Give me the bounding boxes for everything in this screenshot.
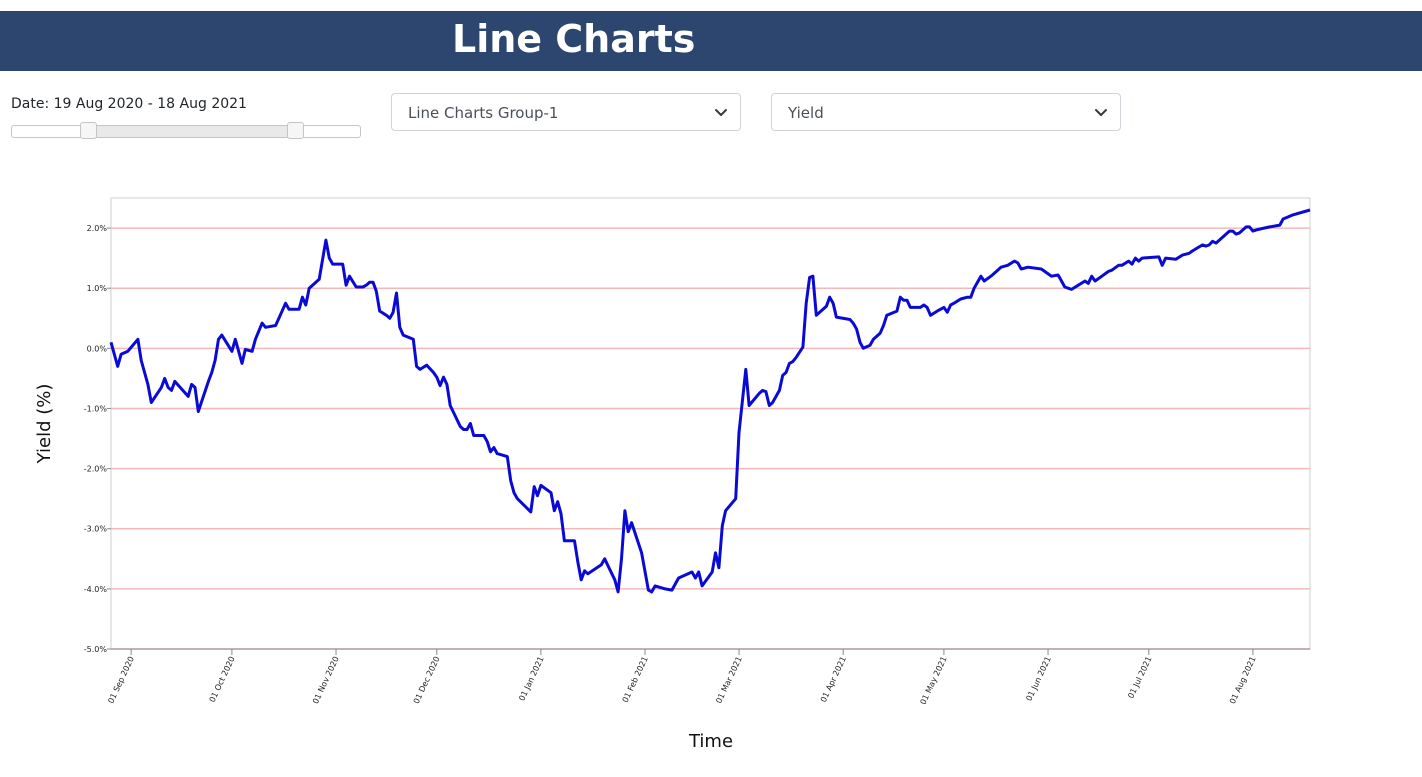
- x-tick-label: 01 Oct 2020: [208, 655, 237, 704]
- date-range-slider[interactable]: [11, 122, 361, 139]
- x-tick-label: 01 Feb 2021: [621, 655, 650, 704]
- y-tick-label: -3.0%: [84, 525, 108, 534]
- x-tick-label: 01 May 2021: [919, 655, 949, 706]
- y-tick-label: -4.0%: [84, 585, 108, 594]
- y-tick-label: 0.0%: [87, 344, 108, 353]
- chevron-down-icon: [715, 109, 727, 116]
- chart-group-select[interactable]: Line Charts Group-1: [391, 93, 741, 131]
- date-range-label: Date: 19 Aug 2020 - 18 Aug 2021: [11, 96, 247, 112]
- yield-series-line: [109, 208, 1311, 594]
- y-tick-label: -2.0%: [84, 465, 108, 474]
- plot-frame: [110, 197, 1311, 650]
- page-title: Line Charts: [452, 17, 696, 61]
- y-tick-label: -5.0%: [84, 645, 108, 654]
- y-axis-title: Yield (%): [34, 384, 55, 465]
- x-axis-title: Time: [688, 731, 733, 752]
- x-axis: 01 Sep 2020 01 Oct 2020 01 Nov 2020 01 Dec …: [106, 648, 1310, 706]
- metric-select[interactable]: Yield: [771, 93, 1121, 131]
- y-axis: 2.0% 1.0% 0.0% -1.0% -2.0% -3.0% -4.0% -5.0%: [84, 224, 111, 654]
- chart-group-select-value: Line Charts Group-1: [408, 104, 559, 122]
- metric-select-value: Yield: [788, 104, 824, 122]
- x-tick-label: 01 Mar 2021: [714, 655, 744, 705]
- x-tick-label: 01 Aug 2021: [1228, 655, 1258, 705]
- y-tick-label: -1.0%: [84, 404, 108, 413]
- grid-lines: [111, 227, 1310, 650]
- x-tick-label: 01 Nov 2020: [311, 655, 341, 705]
- line-chart: 2.0% 1.0% 0.0% -1.0% -2.0% -3.0% -4.0% -5.0% 01…: [34, 197, 1311, 752]
- y-tick-label: 2.0%: [87, 224, 108, 233]
- chevron-down-icon: [1095, 109, 1107, 116]
- x-tick-label: 01 Jan 2021: [517, 655, 545, 702]
- x-tick-label: 01 Jun 2021: [1024, 655, 1052, 702]
- slider-selected-range: [88, 126, 296, 137]
- slider-handle-start[interactable]: [80, 122, 98, 139]
- y-tick-label: 1.0%: [87, 284, 108, 293]
- slider-handle-end[interactable]: [287, 122, 305, 139]
- x-tick-label: 01 Sep 2020: [106, 655, 136, 705]
- x-tick-label: 01 Jul 2021: [1126, 655, 1153, 700]
- x-tick-label: 01 Apr 2021: [819, 655, 848, 704]
- page-header: Line Charts: [0, 11, 1422, 71]
- x-tick-label: 01 Dec 2020: [412, 655, 442, 705]
